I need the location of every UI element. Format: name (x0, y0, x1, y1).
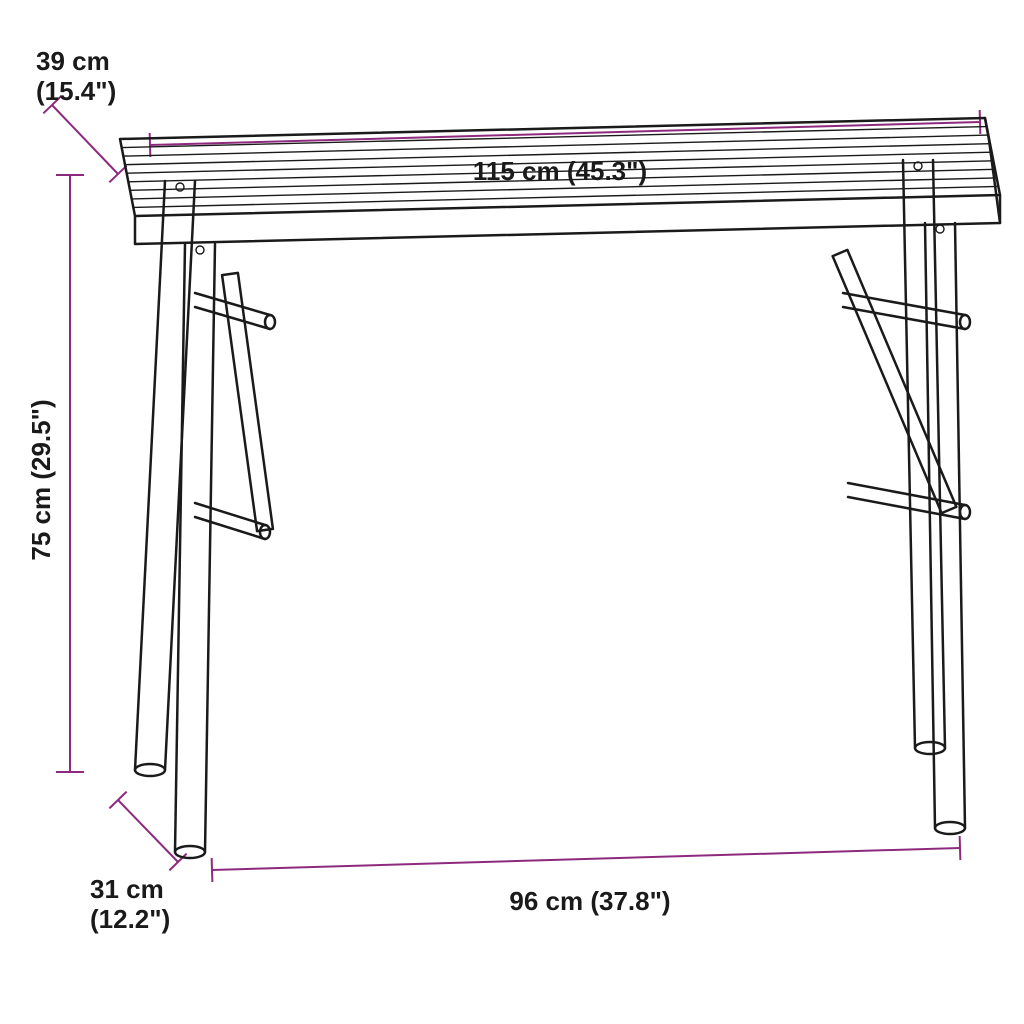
svg-text:(15.4"): (15.4") (36, 76, 116, 106)
svg-text:31 cm: 31 cm (90, 874, 164, 904)
svg-text:96 cm (37.8"): 96 cm (37.8") (509, 886, 670, 916)
svg-text:75 cm (29.5"): 75 cm (29.5") (26, 399, 56, 560)
svg-text:(12.2"): (12.2") (90, 904, 170, 934)
svg-text:39 cm: 39 cm (36, 46, 110, 76)
table-drawing (120, 118, 1000, 858)
